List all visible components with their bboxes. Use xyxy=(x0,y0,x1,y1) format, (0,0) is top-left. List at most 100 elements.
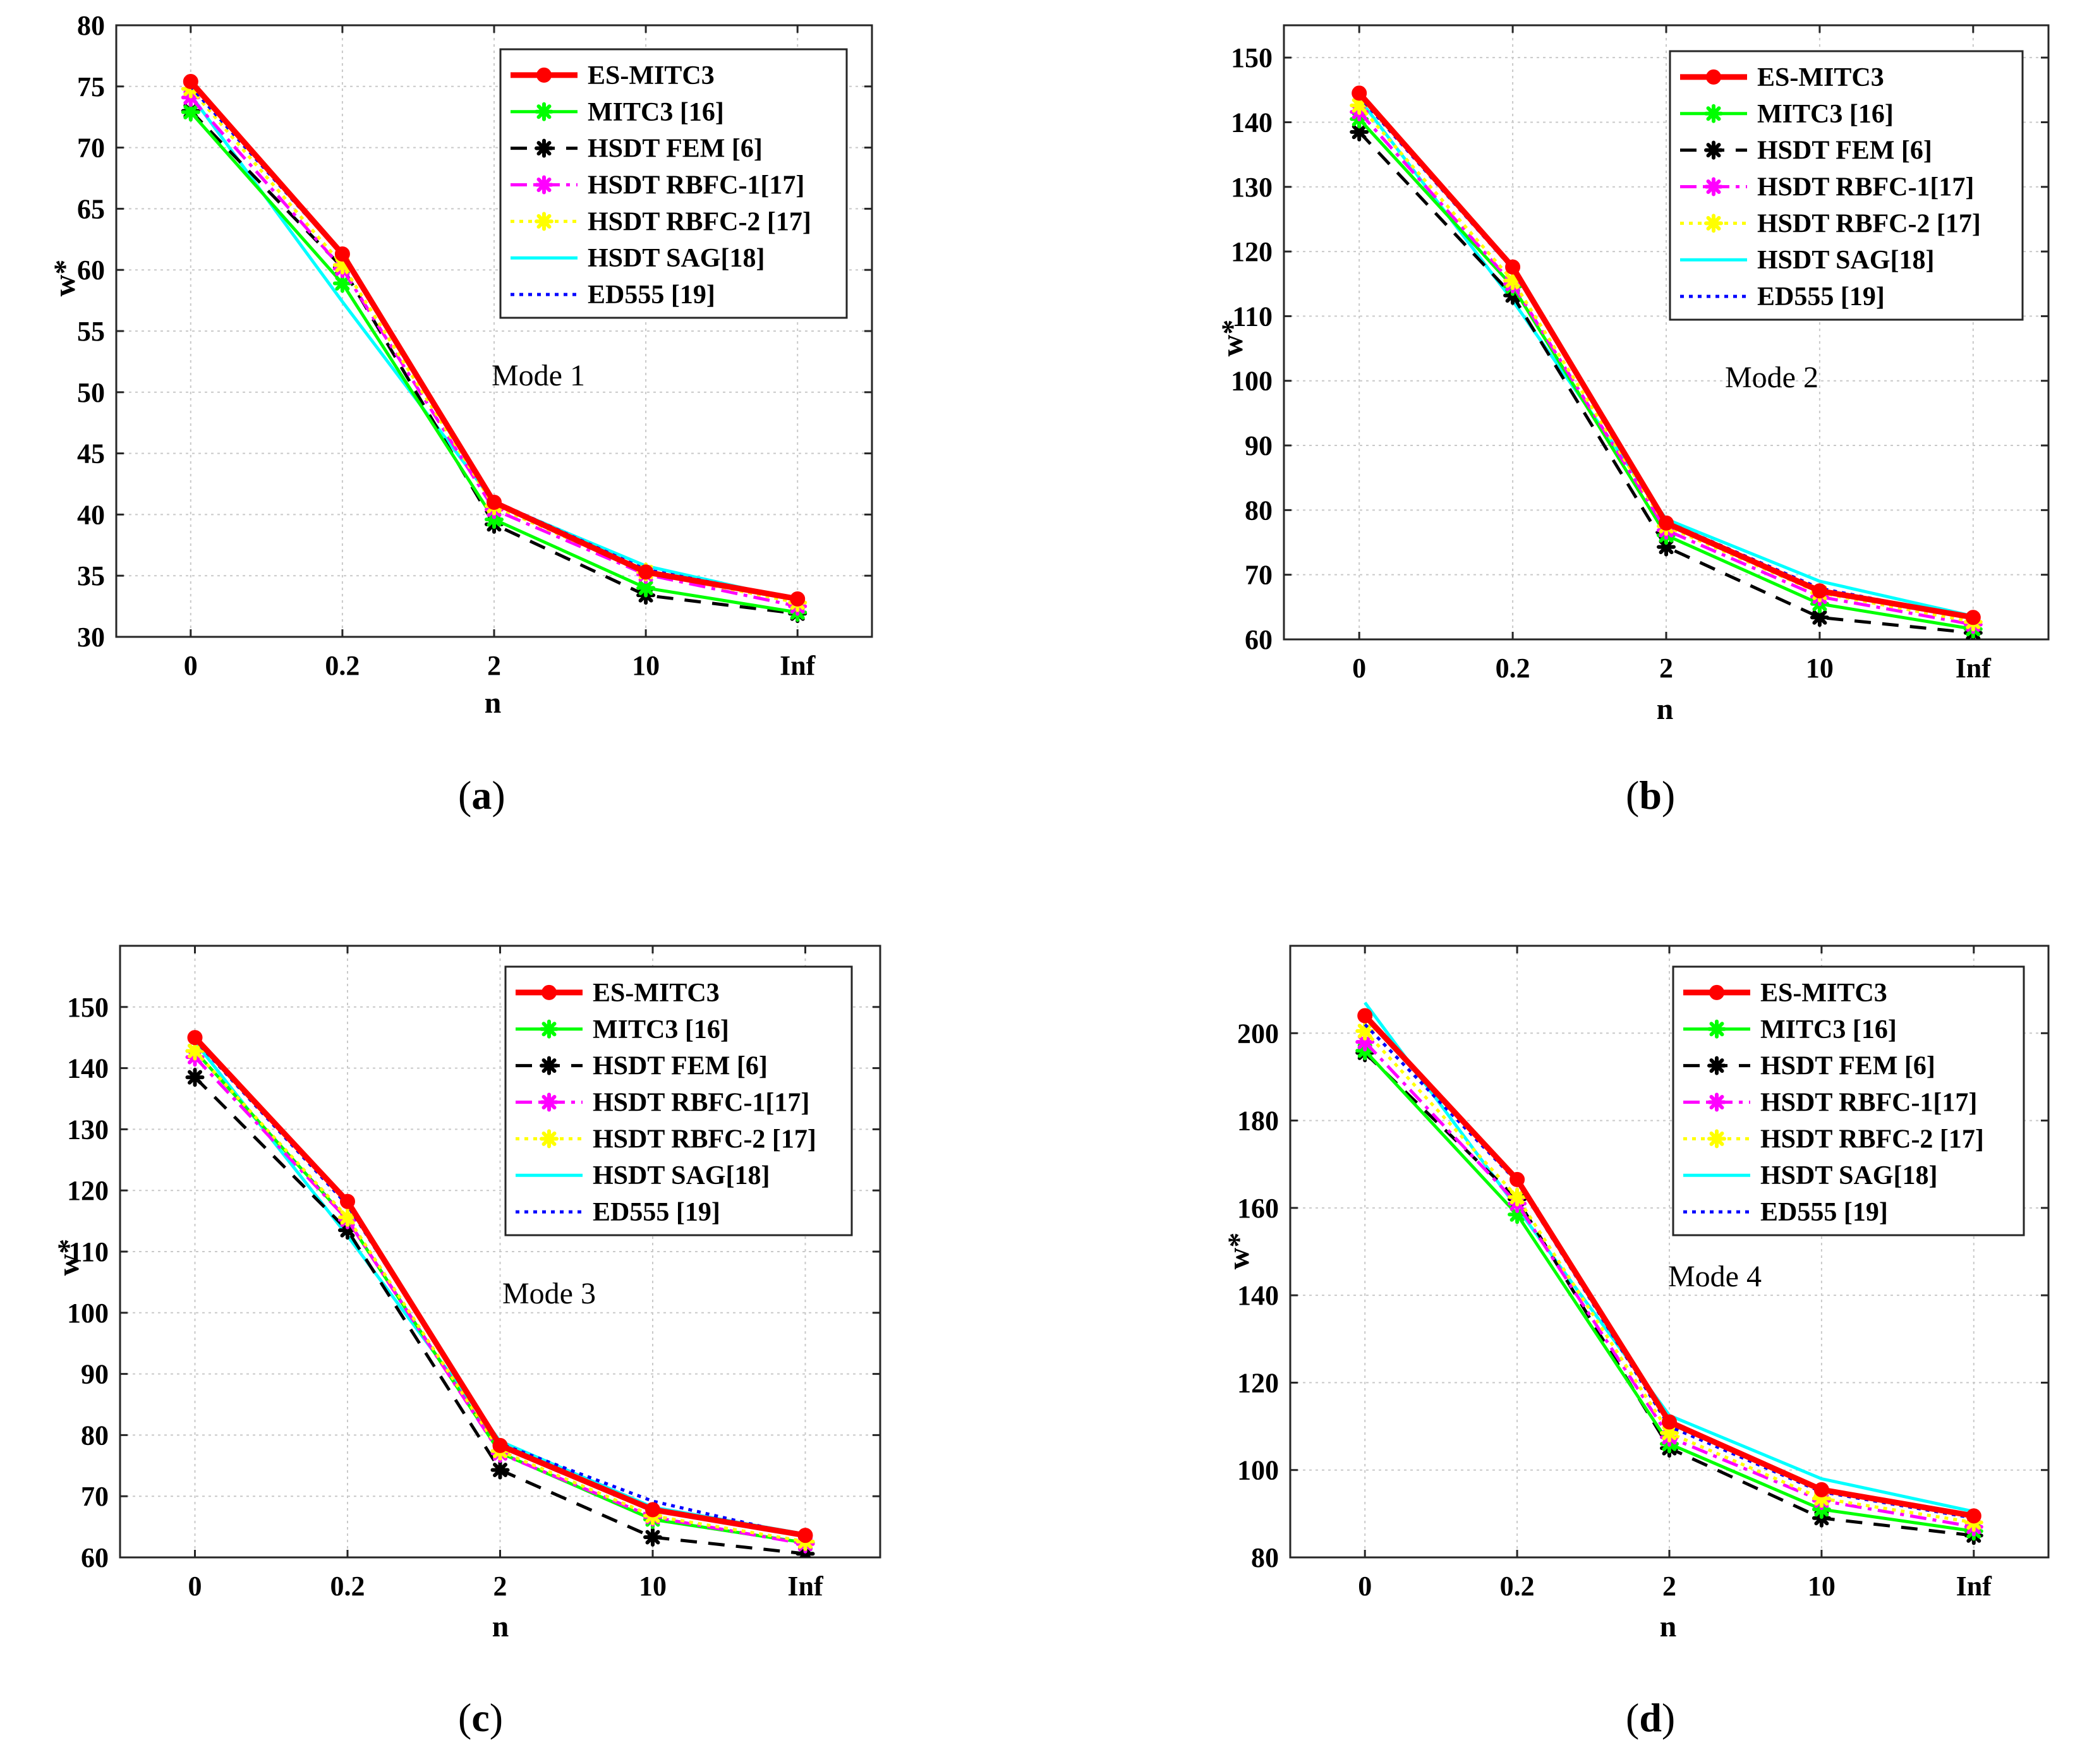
data-point xyxy=(1660,1423,1679,1442)
series-group xyxy=(1350,85,1983,639)
legend-label: ES-MITC3 xyxy=(593,979,720,1008)
legend-label: HSDT RBFC-1[17] xyxy=(1760,1089,1977,1118)
data-point xyxy=(1812,1489,1831,1508)
series-line xyxy=(1358,131,1974,635)
legend-marker xyxy=(1707,1056,1726,1075)
y-axis-label: w* xyxy=(52,1239,85,1276)
data-point xyxy=(332,255,352,275)
y-tick-label: 120 xyxy=(1231,236,1273,267)
x-axis-label: n xyxy=(1657,692,1674,726)
legend-label: HSDT RBFC-1[17] xyxy=(593,1089,809,1118)
legend-label: HSDT RBFC-2 [17] xyxy=(1760,1125,1984,1154)
data-point xyxy=(492,1437,508,1453)
x-tick-label: 0.2 xyxy=(1500,1571,1535,1602)
y-tick-label: 80 xyxy=(1251,1542,1279,1573)
legend-marker xyxy=(535,175,554,195)
data-point xyxy=(1357,1008,1373,1024)
y-tick-label: 200 xyxy=(1237,1018,1279,1049)
x-tick-label: Inf xyxy=(1956,1571,1993,1602)
y-tick-label: 120 xyxy=(67,1175,109,1206)
mode-annotation: Mode 1 xyxy=(492,359,585,392)
x-tick-label: 0 xyxy=(188,1571,202,1602)
x-axis-label: n xyxy=(492,1610,509,1643)
data-point xyxy=(636,578,656,598)
y-tick-label: 100 xyxy=(1231,366,1273,397)
y-tick-label: 120 xyxy=(1237,1367,1279,1398)
legend-marker xyxy=(1709,984,1724,1000)
legend-label: MITC3 [16] xyxy=(588,98,724,127)
legend-marker xyxy=(1707,1019,1726,1039)
y-tick-label: 100 xyxy=(1237,1455,1279,1486)
legend-label: HSDT FEM [6] xyxy=(593,1052,768,1081)
x-tick-label: Inf xyxy=(780,650,816,681)
legend-marker xyxy=(535,212,554,231)
series-line xyxy=(189,96,798,608)
legend-label: ES-MITC3 xyxy=(588,61,715,90)
x-tick-label: 0.2 xyxy=(325,650,360,681)
data-point xyxy=(337,1221,357,1240)
data-point xyxy=(332,274,352,293)
legend: ES-MITC3 MITC3 [16] HSDT FEM [6] HSDT RBFC-… xyxy=(1672,965,2025,1236)
x-tick-label: 10 xyxy=(632,650,660,681)
legend-label: ED555 [19] xyxy=(588,281,715,310)
y-tick-label: 180 xyxy=(1237,1106,1279,1137)
legend-label: HSDT FEM [6] xyxy=(1760,1052,1935,1081)
data-point xyxy=(1503,271,1523,291)
legend-label: HSDT FEM [6] xyxy=(1757,136,1932,166)
legend-marker xyxy=(540,1129,559,1149)
x-axis-label: n xyxy=(485,686,502,720)
legend: ES-MITC3 MITC3 [16] HSDT FEM [6] HSDT RBFC-… xyxy=(1669,50,2024,321)
legend-label: HSDT FEM [6] xyxy=(588,135,763,164)
y-tick-label: 130 xyxy=(1231,172,1273,203)
legend-marker xyxy=(1704,104,1723,123)
legend-label: HSDT SAG[18] xyxy=(1757,246,1934,275)
data-point xyxy=(1810,608,1829,627)
data-point xyxy=(796,1544,815,1557)
data-point xyxy=(1965,610,1981,625)
series-line xyxy=(193,1076,806,1556)
x-tick-label: Inf xyxy=(787,1571,824,1602)
y-tick-label: 140 xyxy=(67,1053,109,1084)
x-tick-label: 2 xyxy=(487,650,501,681)
panel-caption: (d) xyxy=(1626,1695,1675,1740)
legend-marker xyxy=(535,138,554,158)
legend-label: HSDT RBFC-2 [17] xyxy=(588,207,811,236)
y-tick-label: 70 xyxy=(1245,560,1273,591)
x-axis-label: n xyxy=(1660,1610,1677,1643)
mode-annotation: Mode 3 xyxy=(502,1277,596,1310)
legend-label: ES-MITC3 xyxy=(1757,63,1884,92)
y-axis-label: w* xyxy=(1222,1233,1255,1270)
x-tick-label: 2 xyxy=(1662,1571,1676,1602)
y-tick-label: 60 xyxy=(77,255,105,286)
y-tick-label: 35 xyxy=(77,560,105,591)
y-tick-label: 160 xyxy=(1237,1193,1279,1224)
legend-marker xyxy=(541,984,557,1000)
x-tick-label: 0 xyxy=(1352,653,1366,684)
data-point xyxy=(1350,122,1369,142)
legend-label: ED555 [19] xyxy=(593,1198,720,1227)
y-tick-label: 80 xyxy=(81,1420,109,1451)
data-point xyxy=(1659,515,1674,531)
series-group xyxy=(185,1030,815,1557)
y-tick-label: 55 xyxy=(77,316,105,347)
legend-label: MITC3 [16] xyxy=(1760,1015,1897,1044)
data-point xyxy=(638,564,654,580)
data-point xyxy=(1813,1482,1829,1497)
data-point xyxy=(339,1193,355,1209)
y-tick-label: 80 xyxy=(77,10,105,41)
data-point xyxy=(1505,259,1521,275)
legend-label: MITC3 [16] xyxy=(593,1015,729,1044)
data-point xyxy=(490,1460,510,1480)
y-tick-label: 60 xyxy=(1245,624,1273,655)
data-point xyxy=(485,510,504,529)
y-tick-label: 45 xyxy=(77,438,105,469)
legend-marker xyxy=(535,102,554,121)
data-point xyxy=(337,1207,357,1227)
data-point xyxy=(183,74,198,90)
series-group xyxy=(1355,1001,1983,1545)
chart-panel-d: 0 0.2 2 10 Inf 80 100 120 140 160 180 200 n w* Mode 4 E… xyxy=(1222,945,2050,1740)
y-tick-label: 80 xyxy=(1245,495,1273,526)
legend-label: HSDT SAG[18] xyxy=(588,244,765,273)
y-tick-label: 90 xyxy=(81,1359,109,1390)
